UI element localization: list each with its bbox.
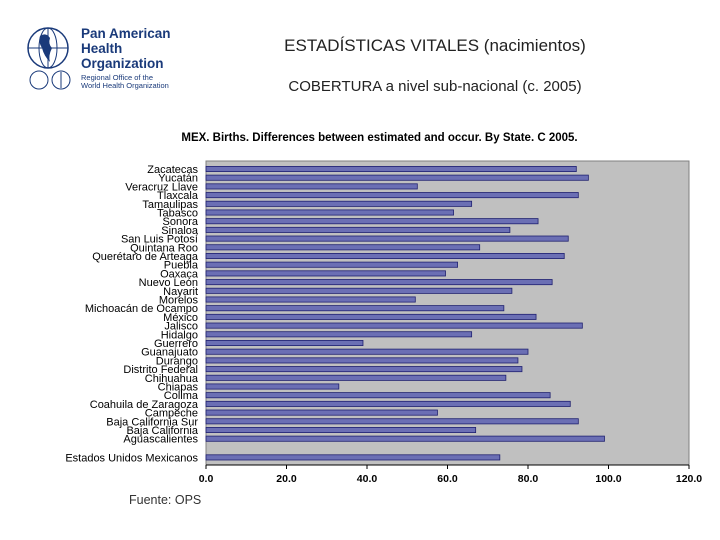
category-label-8: San Luis Potosí xyxy=(121,234,198,246)
bar-3 xyxy=(205,192,579,199)
logo-sub-line-2: World Health Organization xyxy=(81,81,169,90)
category-label-19: Hidalgo xyxy=(161,329,198,341)
category-label-0: Zacatecas xyxy=(147,164,198,176)
bar-10 xyxy=(205,252,565,259)
category-label-18: Jalisco xyxy=(164,321,198,333)
page-title: ESTADÍSTICAS VITALES (nacimientos) xyxy=(284,36,586,55)
bar-28 xyxy=(205,409,438,416)
category-label-6: Sonora xyxy=(163,216,199,228)
bar-18 xyxy=(205,322,583,329)
category-label-9: Quintana Roo xyxy=(130,242,198,254)
category-label-32: Estados Unidos Mexicanos xyxy=(65,452,198,464)
logo-sub-line-1: Regional Office of the xyxy=(81,73,153,82)
category-label-26: Colima xyxy=(164,390,199,402)
x-tick-label-6: 120.0 xyxy=(676,473,702,485)
bar-8 xyxy=(205,235,569,242)
bar-23 xyxy=(205,366,523,373)
bar-9 xyxy=(205,244,481,251)
category-label-17: México xyxy=(163,312,198,324)
category-label-23: Distrito Federal xyxy=(123,364,198,376)
bar-16 xyxy=(205,305,505,312)
bar-32 xyxy=(205,454,501,461)
bar-22 xyxy=(205,357,519,364)
bar-11 xyxy=(205,261,458,268)
x-tick-label-4: 80.0 xyxy=(518,473,539,485)
x-tick-label-0: 0.0 xyxy=(199,473,214,485)
category-label-13: Nuevo León xyxy=(139,277,198,289)
category-label-15: Morelos xyxy=(159,295,199,307)
category-label-24: Chihuahua xyxy=(145,373,199,385)
bar-25 xyxy=(205,383,340,390)
category-label-31: Aguascalientes xyxy=(123,434,198,446)
category-label-7: Sinaloa xyxy=(161,225,199,237)
globe-icon xyxy=(27,27,71,90)
bar-20 xyxy=(205,339,364,346)
page-subtitle: COBERTURA a nivel sub-nacional (c. 2005) xyxy=(288,78,582,95)
bar-12 xyxy=(205,270,446,277)
bar-19 xyxy=(205,331,473,338)
category-label-29: Baja California Sur xyxy=(106,416,198,428)
logo-line-2: Health xyxy=(81,41,123,56)
category-label-25: Chiapas xyxy=(158,382,199,394)
category-label-20: Guerrero xyxy=(154,338,198,350)
bar-15 xyxy=(205,296,416,303)
category-label-5: Tabasco xyxy=(157,208,198,220)
category-label-3: Tlaxcala xyxy=(157,190,199,202)
category-label-4: Tamaulipas xyxy=(142,199,198,211)
category-label-10: Querétaro de Arteaga xyxy=(92,251,199,263)
bar-2 xyxy=(205,183,418,190)
category-label-11: Puebla xyxy=(164,260,199,272)
bar-17 xyxy=(205,313,537,320)
logo-line-1: Pan American xyxy=(81,26,171,41)
x-tick-label-2: 40.0 xyxy=(357,473,378,485)
category-label-16: Michoacán de Ocampo xyxy=(85,303,198,315)
x-tick-label-1: 20.0 xyxy=(276,473,297,485)
category-label-22: Durango xyxy=(156,355,198,367)
bar-13 xyxy=(205,279,553,286)
source-note: Fuente: OPS xyxy=(129,493,202,507)
bar-0 xyxy=(205,165,577,172)
chart-title: MEX. Births. Differences between estimat… xyxy=(181,132,577,144)
bar-29 xyxy=(205,418,579,425)
paho-logo: Pan American Health Organization Regiona… xyxy=(26,22,196,94)
category-label-21: Guanajuato xyxy=(141,347,198,359)
bar-27 xyxy=(205,400,571,407)
category-label-27: Coahuila de Zaragoza xyxy=(90,399,199,411)
bar-4 xyxy=(205,200,473,207)
category-label-2: Veracruz Llave xyxy=(125,181,198,193)
bar-30 xyxy=(205,426,477,433)
bar-7 xyxy=(205,226,511,233)
bar-21 xyxy=(205,348,529,355)
x-tick-label-3: 60.0 xyxy=(437,473,458,485)
category-label-28: Campeche xyxy=(145,408,198,420)
bar-1 xyxy=(205,174,589,181)
bar-24 xyxy=(205,374,507,381)
category-label-30: Baja California xyxy=(126,425,198,437)
category-label-1: Yucatán xyxy=(158,173,198,185)
x-tick-label-5: 100.0 xyxy=(595,473,621,485)
bar-31 xyxy=(205,435,605,442)
bar-14 xyxy=(205,287,513,294)
bar-26 xyxy=(205,392,551,399)
category-label-14: Nayarit xyxy=(163,286,198,298)
bar-5 xyxy=(205,209,454,216)
bar-6 xyxy=(205,218,539,225)
logo-line-3: Organization xyxy=(81,56,164,71)
category-label-12: Oaxaca xyxy=(160,268,199,280)
